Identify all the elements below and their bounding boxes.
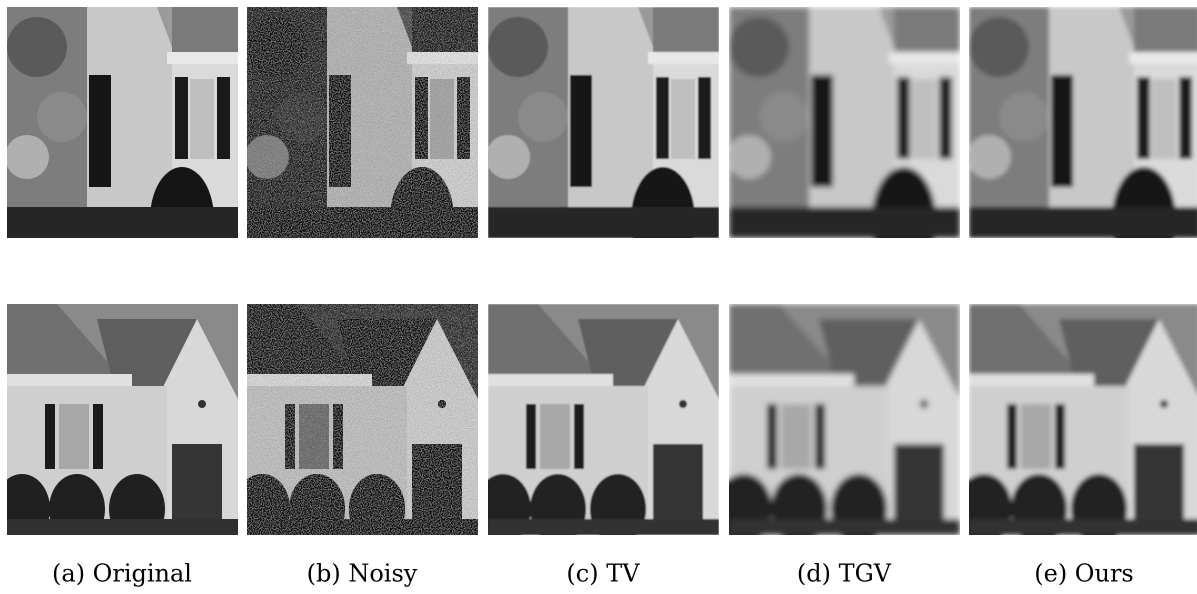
caption: (b) Noisy — [307, 560, 418, 588]
image-panel — [716, 304, 960, 544]
image-grid — [0, 7, 1197, 544]
image-panel — [967, 7, 1197, 271]
image — [486, 7, 719, 271]
image-panel — [234, 304, 478, 544]
image — [716, 304, 960, 544]
image — [5, 7, 238, 271]
caption: (a) Original — [52, 560, 192, 588]
figure: (a) Original (b) Noisy (c) TV (d) TGV (e) Ou… — [0, 0, 1197, 594]
caption: (d) TGV — [797, 560, 892, 588]
image-panel — [727, 7, 960, 271]
image — [234, 304, 478, 544]
image — [245, 7, 478, 271]
image-panel — [475, 304, 719, 544]
caption: (e) Ours — [1034, 560, 1133, 588]
image-panel — [0, 304, 238, 544]
caption: (c) TV — [566, 560, 640, 588]
image — [727, 7, 960, 271]
image — [956, 304, 1197, 544]
image — [0, 304, 238, 544]
image — [967, 7, 1197, 271]
image-panel — [956, 304, 1197, 544]
captions: (a) Original (b) Noisy (c) TV (d) TGV (e) Ou… — [52, 560, 1134, 588]
image-panel — [5, 7, 238, 271]
image — [475, 304, 719, 544]
image-panel — [486, 7, 719, 271]
image-panel — [245, 7, 478, 271]
